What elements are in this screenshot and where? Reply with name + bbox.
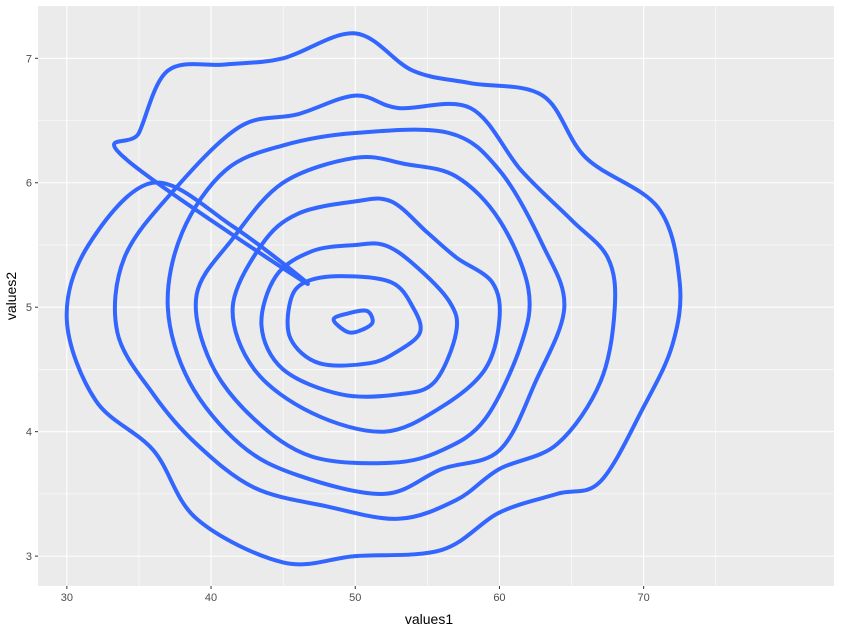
y-axis-title: values2 — [3, 272, 19, 320]
contour-line-1 — [64, 31, 683, 567]
grid-minor — [38, 6, 834, 586]
y-axis-ticks: 3 4 5 6 7 — [26, 53, 38, 563]
x-tick-label: 40 — [205, 592, 217, 604]
y-tick-label: 3 — [26, 551, 32, 563]
x-tick-label: 60 — [493, 592, 505, 604]
y-tick-label: 6 — [26, 178, 32, 190]
x-tick-label: 70 — [638, 592, 650, 604]
x-tick-label: 30 — [61, 592, 73, 604]
contour-line-8 — [331, 308, 375, 335]
y-tick-label: 7 — [26, 53, 32, 65]
contour-line-5 — [230, 196, 502, 434]
contour-line-7 — [285, 274, 423, 368]
y-tick-label: 4 — [26, 427, 32, 439]
contour-lines — [64, 31, 683, 567]
contour-line-2 — [112, 93, 618, 521]
x-axis-ticks: 30 40 50 60 70 — [61, 586, 650, 604]
contour-line-3 — [165, 127, 567, 496]
plot-panel — [38, 6, 834, 586]
contour-line-6 — [259, 241, 460, 399]
y-tick-label: 5 — [26, 302, 32, 314]
contour-line-4 — [193, 155, 532, 466]
x-tick-label: 50 — [349, 592, 361, 604]
x-axis-title: values1 — [405, 611, 453, 627]
